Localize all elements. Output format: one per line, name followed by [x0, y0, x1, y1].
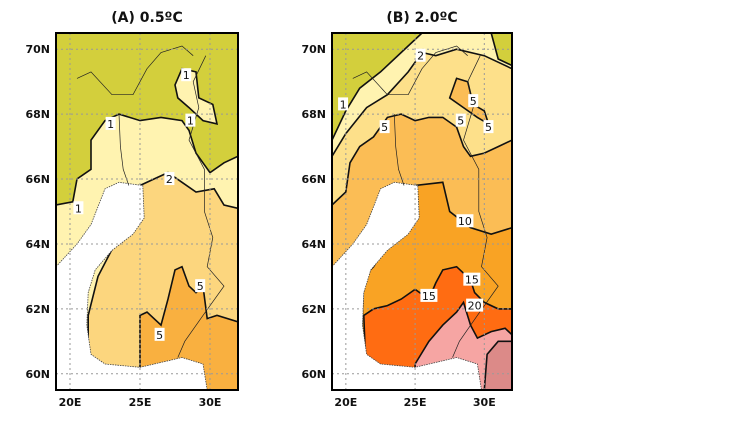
contour-label: 15	[465, 274, 479, 287]
contour-label-bg	[466, 298, 484, 312]
lon-tick-label: 25E	[129, 396, 152, 409]
contour-label-bg	[105, 116, 116, 130]
lon-tick-label: 20E	[334, 396, 357, 409]
contour-label: 1	[183, 69, 190, 82]
lon-tick-label: 20E	[59, 396, 82, 409]
contour-label: 5	[470, 95, 477, 108]
lat-tick-label: 62N	[25, 303, 50, 316]
lat-tick-label: 64N	[301, 238, 326, 251]
national-border	[177, 55, 225, 358]
lat-tick-label: 70N	[301, 43, 326, 56]
contour-label: 2	[166, 173, 173, 186]
map-frame	[331, 32, 513, 391]
panel-title: (B) 2.0ºC	[386, 10, 457, 26]
contour-label: 5	[485, 121, 492, 134]
lat-tick-label: 60N	[25, 368, 50, 381]
contour-label-bg	[185, 113, 196, 127]
contour-label-bg	[164, 172, 175, 186]
national-border	[393, 114, 405, 186]
contour-label-bg	[181, 68, 192, 82]
lat-tick-label: 68N	[25, 108, 50, 121]
contour-label-bg	[195, 279, 206, 293]
contour-label: 5	[457, 115, 464, 128]
contour-label: 1	[340, 98, 347, 111]
contour-label-bg	[415, 48, 426, 62]
lat-tick-label: 66N	[301, 173, 326, 186]
contour-label-bg	[463, 272, 481, 286]
national-border	[118, 114, 130, 186]
lon-tick-label: 30E	[473, 396, 496, 409]
contour-label: 2	[417, 50, 424, 63]
contour-label: 1	[107, 118, 114, 131]
lat-tick-label: 70N	[25, 43, 50, 56]
lat-tick-label: 64N	[25, 238, 50, 251]
contour-label: 5	[197, 280, 204, 293]
contour-label-bg	[73, 201, 84, 215]
contour-label-bg	[483, 120, 494, 134]
lat-tick-label: 60N	[301, 368, 326, 381]
contour-label: 10	[458, 215, 472, 228]
contour-label: 5	[381, 121, 388, 134]
lon-tick-label: 30E	[199, 396, 222, 409]
contour-label: 1	[187, 115, 194, 128]
lat-tick-label: 66N	[25, 173, 50, 186]
contour-label-bg	[456, 214, 474, 228]
contour-region	[139, 265, 238, 390]
sea-gulf-of-bothnia	[56, 181, 208, 390]
panel-title: (A) 0.5ºC	[111, 10, 182, 26]
contour-label-bg	[154, 327, 165, 341]
contour-label-bg	[455, 113, 466, 127]
contour-label: 15	[422, 290, 436, 303]
contour-label: 20	[468, 300, 482, 313]
contour-label-bg	[468, 94, 479, 108]
contour-label: 5	[156, 329, 163, 342]
map-frame	[55, 32, 239, 391]
national-border	[76, 45, 194, 96]
lon-tick-label: 25E	[404, 396, 427, 409]
lat-tick-label: 68N	[301, 108, 326, 121]
lat-tick-label: 62N	[301, 303, 326, 316]
contour-label: 1	[75, 202, 82, 215]
national-border	[352, 45, 468, 96]
contour-label-bg	[379, 120, 390, 134]
sea-gulf-of-bothnia	[332, 181, 482, 390]
contour-label-bg	[420, 288, 438, 302]
contour-region	[483, 340, 512, 390]
contour-label-bg	[338, 97, 349, 111]
map-panel-a: 20E 25E 30E 70N 68N 66N 64N 62N 60N 1 1 1 1 2 5 5 (A) 0.…	[25, 10, 239, 409]
